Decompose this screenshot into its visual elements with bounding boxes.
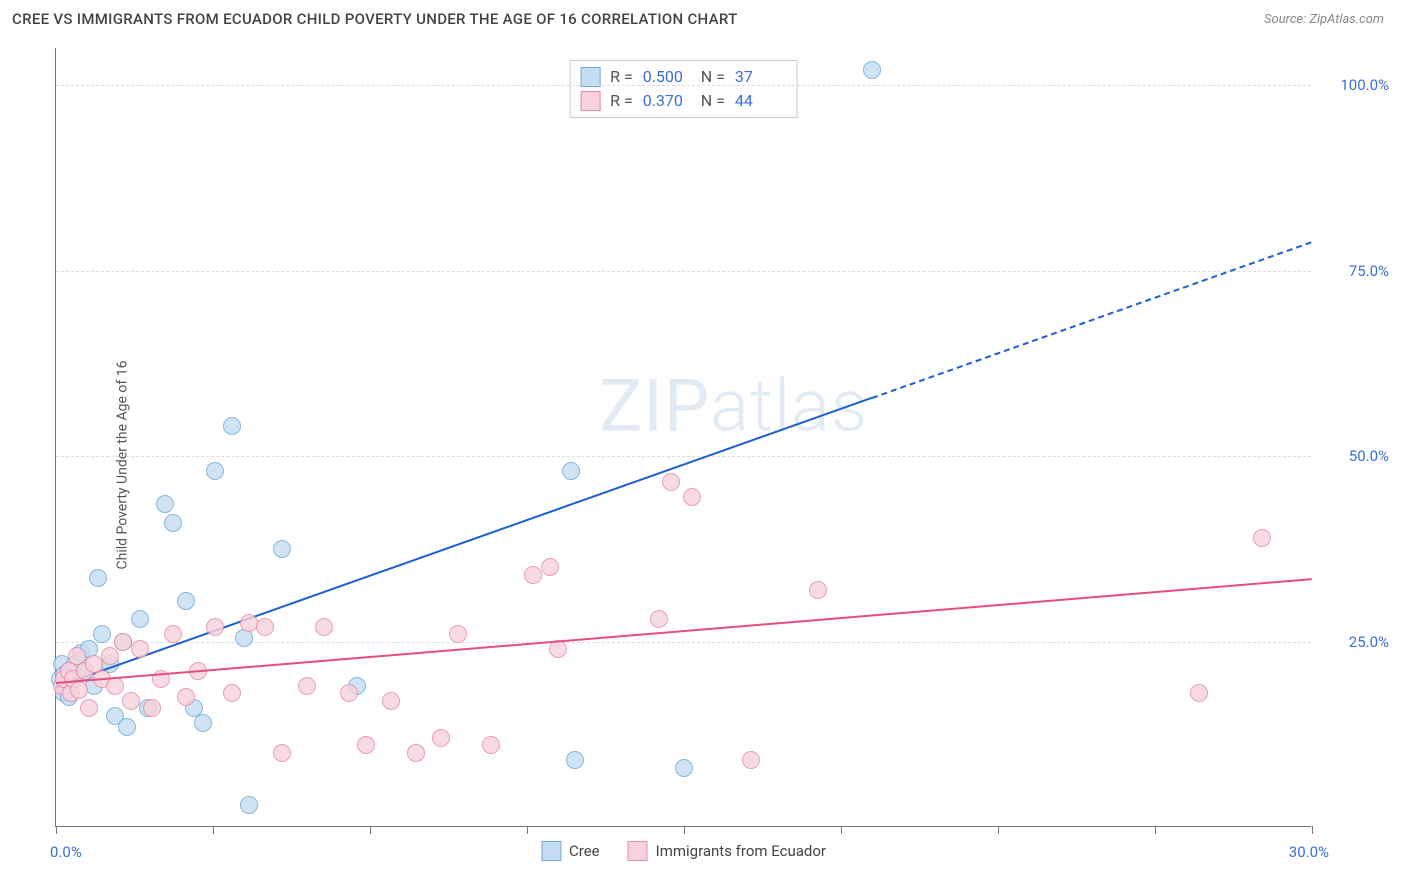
legend-swatch	[541, 841, 561, 861]
x-tick-label: 0.0%	[50, 843, 82, 861]
data-point	[357, 736, 375, 754]
correlation-legend: R =0.500N =37R =0.370N =44	[569, 60, 798, 118]
chart-title: CREE VS IMMIGRANTS FROM ECUADOR CHILD PO…	[12, 10, 738, 28]
data-point	[131, 640, 149, 658]
data-point	[432, 729, 450, 747]
data-point	[683, 488, 701, 506]
x-tick	[684, 826, 685, 834]
data-point	[131, 610, 149, 628]
legend-label: Immigrants from Ecuador	[656, 842, 826, 860]
y-tick-label: 50.0%	[1349, 447, 1389, 465]
gridline	[56, 271, 1311, 272]
data-point	[809, 581, 827, 599]
watermark-bold: ZIP	[599, 363, 710, 448]
data-point	[240, 796, 258, 814]
data-point	[449, 625, 467, 643]
scatter-plot: ZIPatlas R =0.500N =37R =0.370N =44 Cree…	[55, 48, 1311, 827]
y-tick-label: 100.0%	[1340, 76, 1389, 94]
x-tick	[1155, 826, 1156, 834]
data-point	[1190, 684, 1208, 702]
data-point	[164, 625, 182, 643]
legend-swatch	[580, 67, 600, 87]
trend-line	[872, 241, 1312, 399]
chart-container: Child Poverty Under the Age of 16 ZIPatl…	[0, 38, 1406, 892]
data-point	[156, 495, 174, 513]
data-point	[650, 610, 668, 628]
y-tick-label: 25.0%	[1349, 633, 1389, 651]
data-point	[177, 688, 195, 706]
data-point	[240, 614, 258, 632]
x-tick	[1312, 826, 1313, 834]
stat-r-label: R =	[610, 89, 633, 113]
x-tick	[56, 826, 57, 834]
data-point	[1253, 529, 1271, 547]
stat-n-value: 44	[735, 89, 783, 113]
data-point	[143, 699, 161, 717]
legend-item: Cree	[541, 841, 600, 861]
data-point	[118, 718, 136, 736]
data-point	[177, 592, 195, 610]
series-legend: Cree Immigrants from Ecuador	[541, 841, 826, 861]
data-point	[524, 566, 542, 584]
data-point	[482, 736, 500, 754]
data-point	[256, 618, 274, 636]
y-tick-label: 75.0%	[1349, 262, 1389, 280]
x-tick	[213, 826, 214, 834]
stat-r-value: 0.370	[643, 89, 691, 113]
data-point	[106, 677, 124, 695]
data-point	[382, 692, 400, 710]
legend-label: Cree	[569, 842, 600, 860]
x-tick	[998, 826, 999, 834]
data-point	[298, 677, 316, 695]
data-point	[122, 692, 140, 710]
source-attribution: Source: ZipAtlas.com	[1264, 12, 1384, 27]
chart-header: CREE VS IMMIGRANTS FROM ECUADOR CHILD PO…	[0, 0, 1406, 34]
data-point	[80, 699, 98, 717]
data-point	[70, 681, 88, 699]
data-point	[566, 751, 584, 769]
data-point	[89, 569, 107, 587]
data-point	[675, 759, 693, 777]
legend-item: Immigrants from Ecuador	[628, 841, 826, 861]
data-point	[206, 618, 224, 636]
data-point	[93, 625, 111, 643]
x-tick-label: 30.0%	[1289, 843, 1329, 861]
gridline	[56, 85, 1311, 86]
data-point	[742, 751, 760, 769]
data-point	[206, 462, 224, 480]
trend-line	[56, 397, 873, 688]
stat-n-label: N =	[701, 89, 725, 113]
data-point	[273, 744, 291, 762]
data-point	[340, 684, 358, 702]
data-point	[407, 744, 425, 762]
data-point	[273, 540, 291, 558]
x-tick	[841, 826, 842, 834]
data-point	[114, 633, 132, 651]
data-point	[223, 417, 241, 435]
legend-stats-row: R = 0.370 N = 44	[580, 89, 783, 113]
gridline	[56, 456, 1311, 457]
data-point	[863, 61, 881, 79]
data-point	[541, 558, 559, 576]
data-point	[164, 514, 182, 532]
data-point	[662, 473, 680, 491]
legend-swatch	[628, 841, 648, 861]
x-tick	[527, 826, 528, 834]
data-point	[194, 714, 212, 732]
data-point	[315, 618, 333, 636]
x-tick	[370, 826, 371, 834]
legend-swatch	[580, 91, 600, 111]
data-point	[223, 684, 241, 702]
watermark: ZIPatlas	[599, 363, 868, 448]
data-point	[562, 462, 580, 480]
